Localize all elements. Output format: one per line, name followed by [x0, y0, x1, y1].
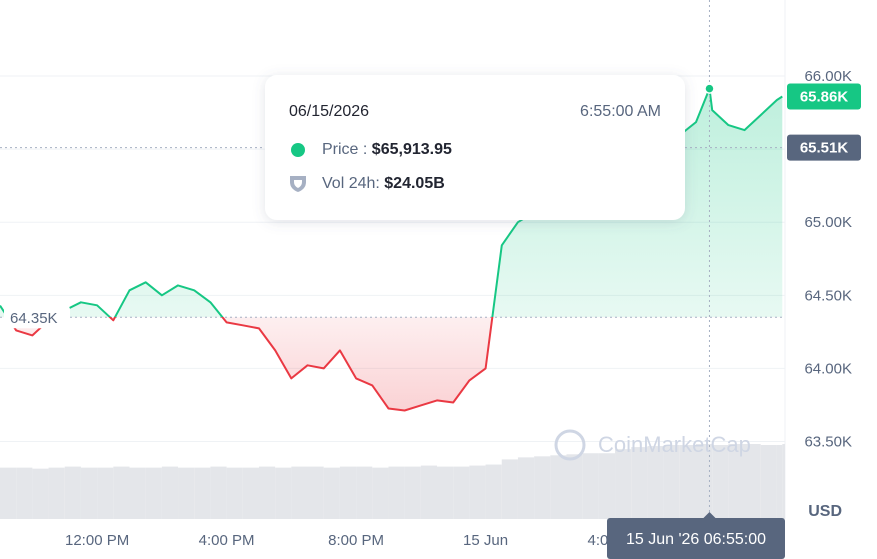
volume-bar — [709, 444, 713, 519]
volume-bar — [501, 459, 518, 519]
volume-bar — [129, 467, 146, 519]
volume-bar — [631, 447, 648, 519]
volume-bar — [194, 467, 211, 519]
volume-bar — [113, 466, 130, 519]
crosshair-label: 15 Jun '26 06:55:00 — [626, 531, 766, 548]
price-value: $65,913.95 — [372, 141, 452, 158]
tooltip-time: 6:55:00 AM — [580, 103, 661, 120]
volume-bar — [16, 467, 33, 519]
volume-bar — [275, 467, 292, 519]
volume-bar — [420, 465, 438, 519]
volume-bar — [388, 466, 405, 519]
volume-bar — [242, 467, 259, 519]
volume-bar — [598, 453, 616, 519]
volume-bar — [323, 467, 340, 519]
last-price-box — [787, 83, 861, 110]
y-tick-label: 64.00K — [804, 360, 852, 377]
reference-box — [787, 134, 861, 161]
volume-bar — [0, 467, 17, 519]
y-tick-label: 66.00K — [804, 68, 852, 85]
volume-bar — [712, 445, 729, 519]
baseline-label-bg — [4, 306, 70, 329]
volume-bar — [226, 467, 243, 519]
volume-bar — [566, 454, 583, 519]
y-tick-label: 64.50K — [804, 287, 852, 304]
volume-bar — [582, 453, 599, 519]
volume-bar — [550, 455, 567, 519]
volume-bar — [485, 464, 502, 519]
tooltip-volume: Vol 24h: $24.05B — [322, 175, 445, 192]
plot-area: 64.35K63.50K64.00K64.50K65.00K65.50K66.0… — [0, 0, 861, 519]
volume-bar — [469, 465, 486, 519]
tooltip: 06/15/2026 6:55:00 AM Price : $65,913.95… — [265, 75, 685, 220]
volume-bar — [695, 444, 710, 519]
volume-bar — [210, 466, 227, 519]
price-icon — [291, 143, 305, 157]
volume-value: $24.05B — [384, 175, 445, 192]
y-tick-label: 63.50K — [804, 433, 852, 450]
volume-bar — [663, 445, 680, 519]
hover-point — [704, 83, 715, 94]
volume-bar — [258, 466, 276, 519]
volume-bar — [161, 466, 179, 519]
volume-bar — [356, 466, 373, 519]
volume-bar — [80, 467, 98, 519]
volume-bar — [145, 467, 162, 519]
watermark-text: CoinMarketCap — [598, 432, 751, 457]
tooltip-date: 06/15/2026 — [289, 103, 369, 120]
y-tick-label: 65.00K — [804, 214, 852, 231]
watermark: CoinMarketCap — [554, 429, 751, 461]
volume-bar — [291, 466, 308, 519]
volume-bar — [760, 445, 777, 519]
x-tick-label: 15 Jun — [463, 532, 508, 549]
price-area — [0, 88, 783, 411]
baseline-label: 64.35K — [10, 310, 58, 327]
volume-bar — [404, 466, 421, 519]
volume-icon-inner — [294, 180, 302, 188]
last-price-label: 65.86K — [800, 88, 849, 105]
tooltip-box — [265, 75, 685, 220]
volume-bar — [615, 449, 632, 519]
watermark-logo — [554, 429, 586, 461]
volume-bar — [178, 467, 195, 519]
volume-bar — [679, 445, 696, 519]
volume-bar — [32, 468, 49, 519]
volume-bar — [782, 444, 785, 519]
volume-bar — [307, 466, 324, 519]
price-label: Price : — [322, 141, 372, 158]
volume-bar — [339, 466, 357, 519]
x-tick-label: 12:00 PM — [65, 532, 129, 549]
volume-bar — [534, 456, 551, 519]
volume-bar — [453, 466, 470, 519]
volume-bar — [437, 466, 454, 519]
x-tick-label: 4:00 PM — [199, 532, 255, 549]
volume-bar — [372, 467, 389, 519]
volume-bar — [744, 444, 761, 519]
x-tick-label: 8:00 PM — [328, 532, 384, 549]
crosshair-label-box — [607, 518, 785, 559]
volume-bar — [48, 467, 65, 519]
volume-bar — [728, 444, 745, 519]
tooltip-price: Price : $65,913.95 — [322, 141, 452, 158]
volume-bar — [517, 457, 535, 519]
crosshair-label-arrow — [703, 512, 716, 518]
volume-label: Vol 24h: — [322, 175, 384, 192]
volume-bar — [64, 466, 81, 519]
volume-bar — [647, 446, 664, 519]
volume-bar — [776, 445, 783, 519]
currency-label: USD — [808, 503, 842, 520]
volume-bar — [97, 467, 114, 519]
reference-label: 65.51K — [800, 140, 849, 157]
overlay: CoinMarketCap USD 06/15/2026 6:55:00 AM … — [65, 75, 842, 559]
